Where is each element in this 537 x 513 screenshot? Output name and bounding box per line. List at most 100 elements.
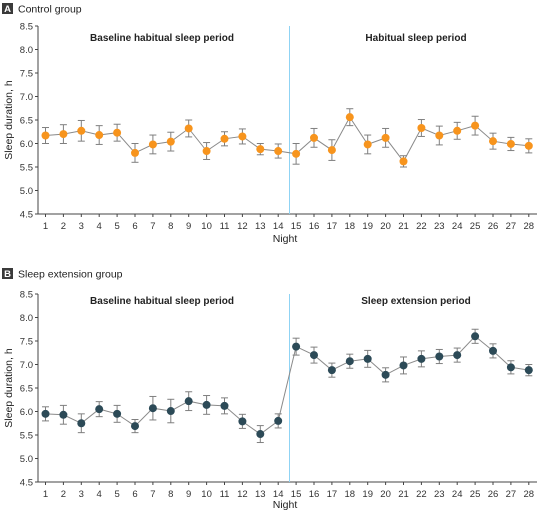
panel-a-letter-box xyxy=(2,3,13,14)
panel-a-y-tick-label: 8.5 xyxy=(20,21,33,32)
panel-a-x-ticks: 1 2 3 4 5 6 7 8 9 10 11 12 13 14 15 16 17 18 19 20 21 22 23 24 2… xyxy=(43,214,534,232)
panel-b-period-label-baseline: Baseline habitual sleep period xyxy=(90,296,234,307)
panel-a-x-tick-label: 6 xyxy=(132,221,137,232)
panel-b-y-tick-label: 5.5 xyxy=(20,430,33,441)
panel-b-x-tick-label: 6 xyxy=(132,489,137,500)
panel-a-plot: Baseline habitual sleep period Habitual … xyxy=(3,21,537,245)
panel-b-data-point xyxy=(77,419,86,428)
panel-b-x-tick-label: 4 xyxy=(97,489,102,500)
panel-b-plot: Baseline habitual sleep period Sleep ext… xyxy=(3,289,537,511)
panel-b-data-point xyxy=(435,352,444,361)
panel-b-y-tick-label: 4.5 xyxy=(20,477,33,488)
panel-b-x-ticks: 1 2 3 4 5 6 7 8 9 10 11 12 13 14 15 16 17 18 19 20 21 22 23 24 2… xyxy=(43,482,534,500)
panel-a-data-point xyxy=(310,133,318,142)
panel-a-y-tick-label: 5.0 xyxy=(20,186,33,197)
panel-a-y-tick-label: 4.5 xyxy=(20,209,33,220)
panel-a-data-point xyxy=(202,147,211,156)
panel-a-y-tick-label: 7.5 xyxy=(20,68,33,79)
panel-b-data-point xyxy=(184,397,193,406)
panel-a-x-tick-label: 14 xyxy=(273,221,284,232)
panel-b-data-point xyxy=(59,410,68,419)
panel-b-letter-box xyxy=(2,268,13,279)
panel-a-data-point xyxy=(113,128,122,137)
panel-a-data-point xyxy=(256,145,265,154)
panel-b-data-point xyxy=(506,363,515,372)
panel-b-data-point xyxy=(166,407,175,416)
panel-a-x-tick-label: 15 xyxy=(291,221,302,232)
panel-b-x-tick-label: 25 xyxy=(470,489,481,500)
panel-a-x-tick-label: 3 xyxy=(79,221,84,232)
panel-a-x-tick-label: 10 xyxy=(201,221,212,232)
panel-b-x-tick-label: 19 xyxy=(362,489,373,500)
panel-b-y-ticks: 4.5 5.0 5.5 6.0 6.5 7.0 7.5 8.0 8.5 xyxy=(20,289,38,488)
panel-b-data-point xyxy=(148,404,157,413)
panel-a-data-point xyxy=(524,141,533,150)
panel-b-data-point xyxy=(292,342,301,351)
panel-a-x-tick-label: 4 xyxy=(97,221,102,232)
panel-a-data-point xyxy=(489,137,497,146)
panel-b-title: Sleep extension group xyxy=(18,269,123,281)
panel-b-x-tick-label: 27 xyxy=(506,489,517,500)
panel-a-x-tick-label: 25 xyxy=(470,221,481,232)
panel-a-x-tick-label: 28 xyxy=(524,221,535,232)
panel-a-x-tick-label: 19 xyxy=(362,221,373,232)
panel-b-x-tick-label: 21 xyxy=(398,489,409,500)
panel-b-y-tick-label: 8.0 xyxy=(20,313,33,324)
panel-b-x-tick-label: 5 xyxy=(114,489,119,500)
panel-b-header: B Sleep extension group xyxy=(2,268,123,281)
panel-a-data-point xyxy=(506,139,515,148)
panel-a-x-tick-label: 5 xyxy=(114,221,119,232)
panel-a-x-tick-label: 16 xyxy=(309,221,320,232)
panel-a-x-tick-label: 26 xyxy=(488,221,499,232)
panel-b-x-tick-label: 8 xyxy=(168,489,173,500)
panel-a-data-point xyxy=(292,149,301,158)
panel-a-x-tick-label: 22 xyxy=(416,221,427,232)
panel-b-x-tick-label: 10 xyxy=(201,489,212,500)
panel-b-x-tick-label: 26 xyxy=(488,489,499,500)
panel-b-x-tick-label: 2 xyxy=(61,489,66,500)
panel-b-x-axis-title: Night xyxy=(273,499,298,511)
panel-b-data-point xyxy=(41,409,50,418)
panel-a-header: A Control group xyxy=(2,3,82,16)
panel-b-data-point xyxy=(95,405,104,414)
panel-a-x-tick-label: 27 xyxy=(506,221,517,232)
panel-a-data-point xyxy=(345,113,354,122)
panel-b-data-point xyxy=(256,430,265,439)
panel-b-data-point xyxy=(489,346,497,355)
panel-a-data-point xyxy=(417,123,426,132)
panel-b-data-point xyxy=(131,422,139,431)
panel-a-x-axis-title: Night xyxy=(273,233,298,245)
panel-b-x-tick-label: 18 xyxy=(345,489,356,500)
panel-b-data-point xyxy=(202,400,211,409)
panel-a-y-tick-label: 5.5 xyxy=(20,162,33,173)
panel-b-data-point xyxy=(238,417,247,426)
panel-a-data-point xyxy=(184,124,193,133)
panel-b-x-tick-label: 9 xyxy=(186,489,191,500)
panel-b-x-tick-label: 14 xyxy=(273,489,284,500)
panel-b-period-label-second: Sleep extension period xyxy=(361,296,470,307)
panel-b-x-tick-label: 16 xyxy=(309,489,320,500)
panel-a-x-tick-label: 24 xyxy=(452,221,463,232)
panel-a-x-tick-label: 12 xyxy=(237,221,248,232)
panel-a-x-tick-label: 8 xyxy=(168,221,173,232)
panel-b-x-tick-label: 23 xyxy=(434,489,445,500)
panel-a-x-tick-label: 2 xyxy=(61,221,66,232)
panel-b-letter: B xyxy=(4,269,11,280)
panel-b-data-point xyxy=(417,354,426,363)
panel-a-y-tick-label: 6.0 xyxy=(20,139,33,150)
panel-b-data-point xyxy=(471,332,480,341)
panel-a-x-tick-label: 21 xyxy=(398,221,409,232)
panel-a-data-point xyxy=(95,131,104,140)
panel-a-data-point xyxy=(274,147,283,156)
panel-a-data-point xyxy=(77,126,86,135)
panel-a-x-tick-label: 13 xyxy=(255,221,266,232)
panel-b-data-point xyxy=(524,366,533,375)
panel-a-x-tick-label: 1 xyxy=(43,221,48,232)
panel-a-data-point xyxy=(399,157,408,166)
panel-b-data-point xyxy=(310,351,318,360)
panel-b-y-tick-label: 5.0 xyxy=(20,454,33,465)
panel-b-data-point xyxy=(363,354,372,363)
panel-b-data-point xyxy=(453,351,462,360)
panel-a-data-point xyxy=(381,133,390,142)
